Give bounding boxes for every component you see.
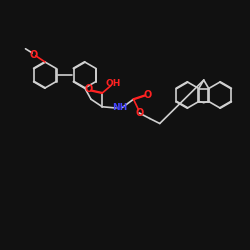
Text: O: O — [30, 50, 38, 59]
Text: O: O — [135, 108, 143, 118]
Text: OH: OH — [105, 79, 120, 88]
Text: O: O — [144, 90, 152, 100]
Text: O: O — [84, 84, 93, 94]
Text: NH: NH — [112, 104, 127, 112]
